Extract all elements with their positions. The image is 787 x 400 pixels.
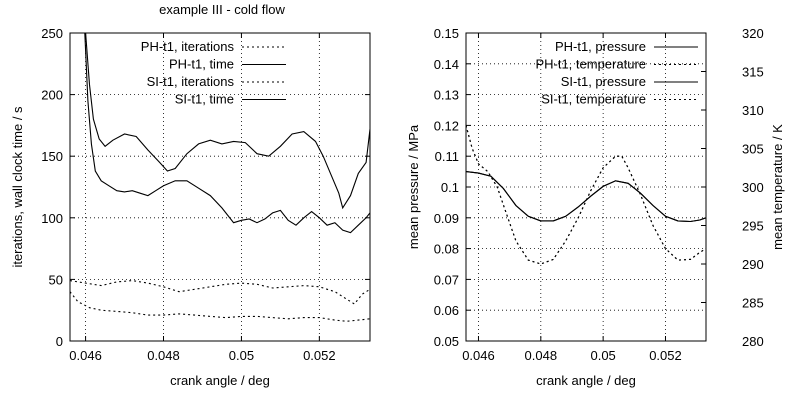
y2-tick-label: 280 [742,334,764,349]
y2-tick-label: 320 [742,26,764,41]
legend-entry-label: SI-t1, iterations [147,74,235,89]
y2-tick-label: 305 [742,142,764,157]
y-tick-label: 0.12 [434,118,459,133]
x-axis-label: crank angle / deg [536,373,636,388]
x-tick-label: 0.052 [303,348,336,363]
y-tick-label: 0.08 [434,242,459,257]
x-tick-label: 0.052 [649,348,682,363]
y-tick-label: 200 [41,88,63,103]
y-axis-label: iterations, wall clock time / s [10,106,25,268]
x-tick-label: 0.05 [590,348,615,363]
y-tick-label: 0.15 [434,26,459,41]
chart-pressure-temperature: 0.046 0.048 0.05 0.052 0.05 0.06 0.07 0.08 0.09 0… [406,26,785,388]
figure-title: example III - cold flow [159,2,285,17]
y-tick-label: 0.13 [434,88,459,103]
y2-tick-label: 310 [742,103,764,118]
y-tick-label: 0 [56,334,63,349]
series-line [84,33,370,234]
y-tick-label: 150 [41,149,63,164]
y2-tick-label: 290 [742,257,764,272]
legend-entry-label: PH-t1, pressure [555,39,646,54]
y2-tick-label: 285 [742,296,764,311]
y-tick-label: 0.06 [434,303,459,318]
x-axis-label: crank angle / deg [170,373,270,388]
y-axis-label: mean pressure / MPa [406,124,421,249]
y-tick-label: 0.11 [435,149,459,164]
y-tick-label: 50 [49,272,63,287]
x-tick-label: 0.05 [229,348,254,363]
y-tick-label: 100 [41,211,63,226]
legend-entry-label: PH-t1, iterations [141,39,235,54]
plot-frame [69,32,371,342]
y2-tick-label: 295 [742,219,764,234]
series-line [85,33,370,210]
series-line [466,171,706,223]
legend-entry-label: SI-t1, pressure [561,74,646,89]
series-line [466,125,706,265]
y-tick-label: 0.1 [441,180,459,195]
x-tick-label: 0.048 [525,348,558,363]
legend-entry-label: PH-t1, temperature [535,57,646,72]
y2-tick-label: 300 [742,180,764,195]
y2-tick-label: 315 [742,65,764,80]
y2-axis-label: mean temperature / K [770,124,785,250]
series-group [70,33,370,322]
legend-entry-label: SI-t1, temperature [541,92,646,107]
chart-iterations-time: 0.046 0.048 0.05 0.052 0 50 100 150 200 250 crank … [10,26,371,388]
x-tick-label: 0.046 [462,348,495,363]
y-tick-label: 0.09 [434,211,459,226]
y-tick-label: 0.05 [434,334,459,349]
plot-frame [465,32,707,342]
x-tick-label: 0.048 [147,348,180,363]
y-tick-label: 0.14 [434,57,459,72]
series-line [70,291,370,322]
legend-entry-label: SI-t1, time [175,92,234,107]
x-tick-label: 0.046 [69,348,102,363]
legend-entry-label: PH-t1, time [169,57,234,72]
series-line [70,280,370,305]
series-line [466,171,706,223]
y-tick-label: 250 [41,26,63,41]
series-line [466,125,706,265]
y-tick-label: 0.07 [434,272,459,287]
series-group [466,125,706,265]
